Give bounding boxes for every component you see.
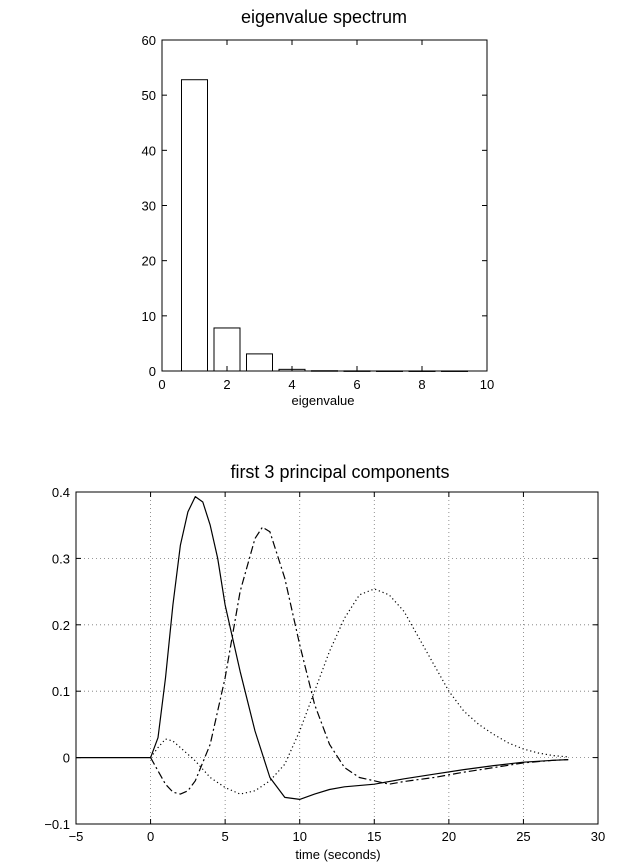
y-tick-label: 50 <box>142 88 156 103</box>
x-tick-label: 2 <box>223 377 230 392</box>
bar <box>213 327 241 372</box>
bar <box>246 353 273 372</box>
x-tick-label: 0 <box>158 377 165 392</box>
x-tick-label: 30 <box>591 829 605 844</box>
chart-title: eigenvalue spectrum <box>241 7 407 27</box>
y-tick-label: 0 <box>149 364 156 379</box>
x-axis-label: time (seconds) <box>295 847 380 862</box>
x-tick-label: 4 <box>288 377 295 392</box>
y-tick-label: 30 <box>142 199 156 214</box>
bar <box>408 370 436 372</box>
chart-title: first 3 principal components <box>230 462 449 482</box>
x-tick-label: 20 <box>442 829 456 844</box>
x-axis-label: eigenvalue <box>292 393 355 408</box>
bar <box>441 370 468 372</box>
x-tick-label: 5 <box>222 829 229 844</box>
x-tick-label: 0 <box>147 829 154 844</box>
plot-frame <box>75 491 599 825</box>
y-tick-label: −0.1 <box>44 817 70 832</box>
eigenvalue-spectrum-chart: eigenvalue spectrum 0 2 4 6 8 10 0 10 20 30 40 50 60… <box>142 7 495 408</box>
ticks: −5 0 5 10 15 20 25 30 −0.1 0 0.1 0.2 0.3 0.4 <box>44 485 605 844</box>
x-tick-label: 8 <box>418 377 425 392</box>
series-line-1 <box>76 496 569 800</box>
x-tick-label: 15 <box>367 829 381 844</box>
plot-frame <box>161 39 488 372</box>
y-tick-label: 0.3 <box>52 551 70 566</box>
x-tick-label: −5 <box>69 829 84 844</box>
bar <box>311 370 338 372</box>
bar <box>376 370 403 372</box>
grid <box>76 491 598 824</box>
x-tick-label: 25 <box>516 829 530 844</box>
bars <box>181 79 468 372</box>
series-line-3 <box>150 588 569 795</box>
y-tick-label: 10 <box>142 309 156 324</box>
series-lines <box>76 496 569 800</box>
x-tick-label: 10 <box>292 829 306 844</box>
y-tick-label: 0.1 <box>52 684 70 699</box>
bar <box>181 79 208 372</box>
y-tick-label: 40 <box>142 143 156 158</box>
y-tick-label: 0 <box>63 751 70 766</box>
ticks: 0 2 4 6 8 10 0 10 20 30 40 50 60 <box>142 33 495 392</box>
series-line-2 <box>150 526 569 795</box>
y-tick-label: 0.4 <box>52 485 70 500</box>
y-tick-label: 20 <box>142 254 156 269</box>
x-tick-label: 10 <box>480 377 494 392</box>
y-tick-label: 0.2 <box>52 618 70 633</box>
y-tick-label: 60 <box>142 33 156 48</box>
x-tick-label: 6 <box>353 377 360 392</box>
principal-components-chart: first 3 principal components −5 0 5 10 15 20 2… <box>44 462 605 862</box>
